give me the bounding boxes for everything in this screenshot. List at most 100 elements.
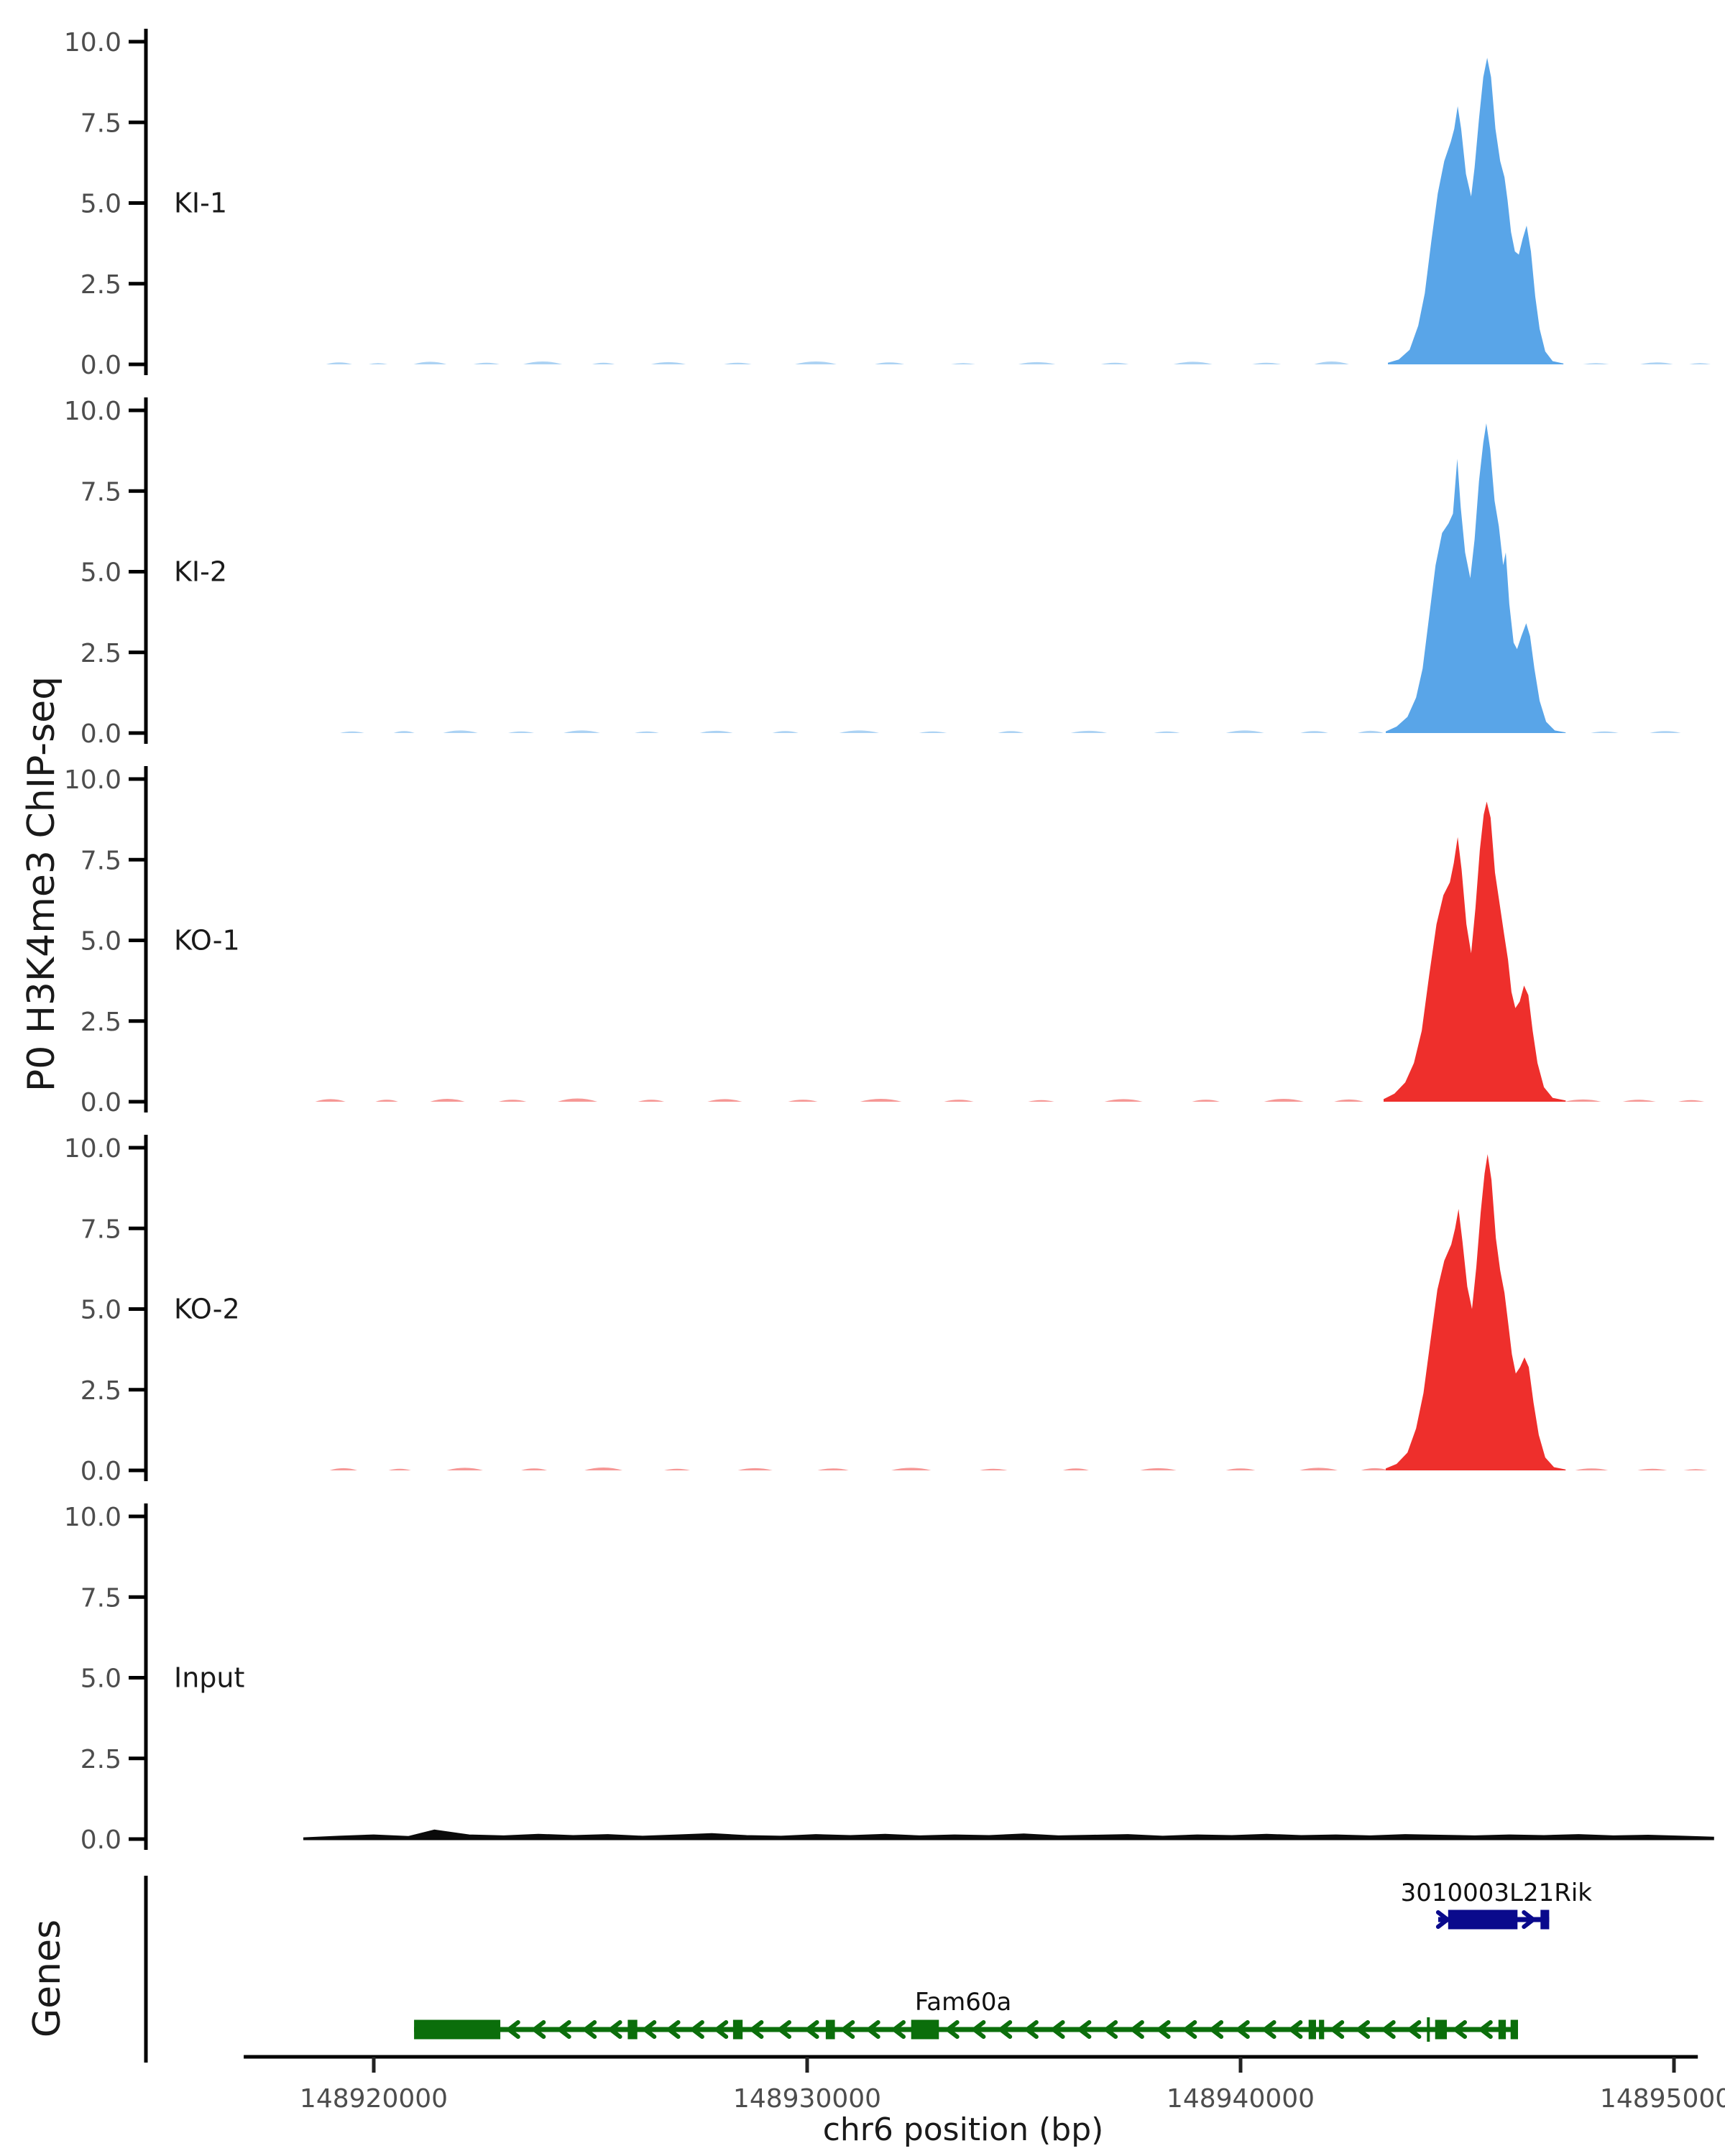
noise-blob [413,361,447,364]
strand-chevron [532,2020,546,2039]
y-tick-label: 0.0 [80,1088,121,1118]
gene-3010003L21Rik: 3010003L21Rik [1401,1879,1592,1930]
noise-blob [1575,1468,1609,1470]
strand-chevron [998,2020,1013,2039]
noise-blob [1361,1468,1389,1470]
exon [1319,2019,1325,2040]
genes-panel-layer: 3010003L21Rik Fam60a [144,1876,1592,2063]
noise-blob [875,362,905,364]
strand-chevron [1478,2020,1493,2039]
y-tick [129,489,146,493]
strand-chevron [841,2020,855,2039]
noise-blob [1300,1468,1338,1470]
y-tick [129,857,146,862]
y-tick [129,362,146,367]
noise-blob [388,1468,411,1470]
noise-blob [446,1468,483,1470]
gene-backbone [414,2027,1518,2032]
signal-area-KO-2 [1386,1154,1566,1470]
signal-area-KI-2 [1386,423,1566,733]
genes-panel-title: Genes [26,1920,69,2037]
track-Input: 10.0 7.5 5.0 2.5 0.0 Input [64,1503,1714,1855]
gene-Fam60a: Fam60a [414,1988,1518,2042]
y-tick [129,1756,146,1761]
x-tick-label: 148930000 [733,2084,881,2114]
strand-chevron [506,2020,520,2039]
y-tick-label: 10.0 [64,1503,121,1532]
y-tick-label: 5.0 [80,1296,121,1325]
y-tick-label: 2.5 [80,639,121,668]
strand-chevron [1289,2020,1303,2039]
y-tick [129,1595,146,1599]
y-tick-label: 7.5 [80,109,121,138]
noise-blob [638,1100,664,1102]
genes-axis-line [144,1876,148,2063]
y-tick [129,1019,146,1023]
noise-blob [326,362,352,364]
noise-blob [635,731,659,733]
noise-blob [507,731,535,733]
x-tick-label: 148920000 [300,2084,448,2114]
exon [1448,1909,1518,1930]
track-KI-1: 10.0 7.5 5.0 2.5 0.0 KI-1 [64,28,1711,380]
noise-blob [315,1099,346,1102]
noise-blob [1650,731,1681,733]
noise-blob [1640,362,1673,364]
noise-blob [498,1100,527,1102]
strand-chevron [1210,2020,1224,2039]
noise-blob [430,1098,465,1102]
y-tick [129,939,146,942]
noise-blob [1357,730,1384,733]
y-tick [129,1100,146,1104]
y-tick [129,1676,146,1680]
noise-blob [375,1100,398,1102]
noise-blob [650,361,686,364]
y-tick-label: 7.5 [80,846,121,875]
y-tick-label: 0.0 [80,351,121,380]
noise-blob [1252,362,1282,364]
noise-blob [564,730,600,733]
strand-chevron [608,2020,622,2039]
strand-chevron [1522,1910,1536,1929]
x-axis-line [244,2055,1698,2059]
noise-blob [980,1468,1008,1470]
strand-chevron [1051,2020,1065,2039]
noise-blob [523,361,563,364]
y-tick-label: 5.0 [80,190,121,219]
track-KO-1: 10.0 7.5 5.0 2.5 0.0 KO-1 [64,765,1705,1118]
noise-blob [891,1468,932,1470]
strand-chevron [1330,2020,1345,2039]
strand-chevron [1407,2020,1422,2039]
strand-chevron [945,2020,960,2039]
x-tick-label: 148940000 [1167,2084,1315,2114]
noise-blob [1683,1469,1708,1470]
noise-blob [393,731,415,733]
y-tick [129,650,146,655]
y-tick [129,40,146,44]
noise-blob [1591,731,1619,733]
noise-blob [1070,730,1108,733]
noise-blob [1192,1100,1220,1102]
y-tick-label: 7.5 [80,1215,121,1244]
noise-blob [521,1468,548,1470]
track-label: KO-2 [174,1294,240,1325]
y-tick-label: 7.5 [80,1583,121,1613]
noise-blob [788,1100,818,1102]
strand-chevron [1024,2020,1039,2039]
y-tick-label: 2.5 [80,1745,121,1774]
noise-blob [368,363,388,364]
noise-blob [340,731,364,733]
x-tick-label: 148950000 [1600,2084,1725,2114]
strand-chevron [1077,2020,1092,2039]
noise-blob [473,362,500,364]
noise-blob [1314,361,1349,364]
y-tick-label: 2.5 [80,270,121,300]
track-KI-2: 10.0 7.5 5.0 2.5 0.0 KI-2 [64,397,1681,749]
noise-blob [1689,363,1711,364]
noise-blob [1637,1468,1668,1470]
noise-blob [707,1099,742,1102]
y-tick-label: 5.0 [80,1664,121,1694]
x-tick [1672,2057,1676,2073]
signal-area-Input [303,1829,1714,1841]
